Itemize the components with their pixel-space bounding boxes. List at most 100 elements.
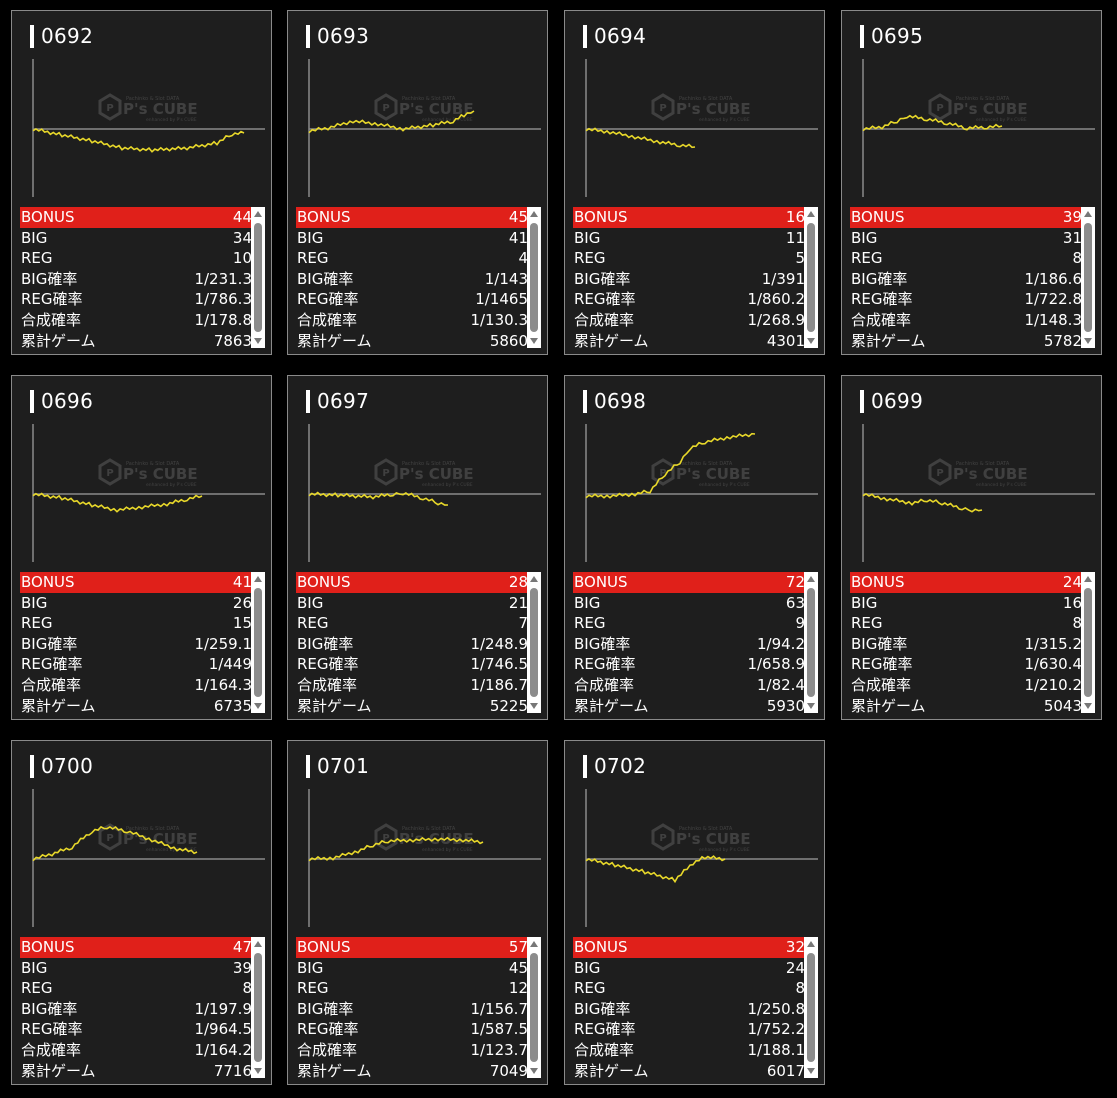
slump-graph: P P's CUBE Pachinko & Slot DATA enhanced… (308, 59, 541, 197)
stat-value: 1/630.4 (1024, 655, 1082, 674)
scroll-up-icon[interactable] (530, 576, 538, 582)
stat-row-reg-rate: REG確率 1/786.3 (20, 289, 254, 310)
scroll-thumb[interactable] (807, 223, 815, 332)
stat-value: 1/259.1 (194, 634, 252, 653)
machine-card[interactable]: 0692 P P's CUBE Pachinko & Slot DATA enh… (11, 10, 272, 355)
stat-value: 16 (1062, 593, 1082, 612)
stat-row-reg-rate: REG確率 1/964.5 (20, 1019, 254, 1040)
machine-card[interactable]: 0701 P P's CUBE Pachinko & Slot DATA enh… (287, 740, 548, 1085)
machine-card[interactable]: 0699 P P's CUBE Pachinko & Slot DATA enh… (841, 375, 1102, 720)
scroll-up-icon[interactable] (254, 211, 262, 217)
stats-scrollbar[interactable] (804, 207, 818, 348)
scroll-down-icon[interactable] (807, 703, 815, 709)
scroll-thumb[interactable] (254, 953, 262, 1062)
stat-label: BONUS (851, 573, 905, 591)
slump-graph: P P's CUBE Pachinko & Slot DATA enhanced… (585, 789, 818, 927)
machine-card[interactable]: 0696 P P's CUBE Pachinko & Slot DATA enh… (11, 375, 272, 720)
stat-value: 1/188.1 (747, 1040, 805, 1059)
machine-card[interactable]: 0700 P P's CUBE Pachinko & Slot DATA enh… (11, 740, 272, 1085)
stats-scrollbar[interactable] (251, 207, 265, 348)
scroll-down-icon[interactable] (1084, 338, 1092, 344)
stat-value: 1/449 (208, 655, 252, 674)
svg-text:P: P (659, 103, 666, 114)
stat-value: 1/210.2 (1024, 675, 1082, 694)
stat-row-combined-rate: 合成確率 1/164.2 (20, 1040, 254, 1061)
scroll-thumb[interactable] (254, 588, 262, 697)
svg-text:P: P (106, 103, 113, 114)
machine-card[interactable]: 0698 P P's CUBE Pachinko & Slot DATA enh… (564, 375, 825, 720)
scroll-down-icon[interactable] (254, 338, 262, 344)
stat-row-reg: REG 9 (573, 613, 807, 634)
stat-row-combined-rate: 合成確率 1/148.3 (850, 310, 1084, 331)
scroll-down-icon[interactable] (254, 1068, 262, 1074)
svg-text:P: P (106, 468, 113, 479)
stats-scrollbar[interactable] (251, 937, 265, 1078)
stats-scrollbar[interactable] (1081, 572, 1095, 713)
stats-scrollbar[interactable] (527, 572, 541, 713)
stats-scrollbar[interactable] (251, 572, 265, 713)
stat-label: REG (574, 249, 606, 268)
machine-card[interactable]: 0702 P P's CUBE Pachinko & Slot DATA enh… (564, 740, 825, 1085)
scroll-up-icon[interactable] (1084, 576, 1092, 582)
stats-scrollbar[interactable] (1081, 207, 1095, 348)
stat-label: REG確率 (297, 290, 359, 309)
scroll-up-icon[interactable] (807, 211, 815, 217)
scroll-down-icon[interactable] (254, 703, 262, 709)
slump-graph: P P's CUBE Pachinko & Slot DATA enhanced… (32, 59, 265, 197)
scroll-thumb[interactable] (530, 953, 538, 1062)
stats-scrollbar[interactable] (527, 937, 541, 1078)
stat-row-reg-rate: REG確率 1/630.4 (850, 654, 1084, 675)
stat-row-reg: REG 8 (850, 613, 1084, 634)
stat-label: REG (21, 614, 53, 633)
machine-card[interactable]: 0697 P P's CUBE Pachinko & Slot DATA enh… (287, 375, 548, 720)
stat-row-big: BIG 34 (20, 228, 254, 249)
machine-card[interactable]: 0694 P P's CUBE Pachinko & Slot DATA enh… (564, 10, 825, 355)
scroll-up-icon[interactable] (807, 941, 815, 947)
stat-value: 5225 (489, 696, 528, 715)
machine-card[interactable]: 0693 P P's CUBE Pachinko & Slot DATA enh… (287, 10, 548, 355)
scroll-down-icon[interactable] (530, 1068, 538, 1074)
stat-value: 1/156.7 (470, 999, 528, 1018)
stat-value: 39 (232, 958, 252, 977)
scroll-up-icon[interactable] (254, 576, 262, 582)
stat-value: 31 (1062, 228, 1082, 247)
scroll-down-icon[interactable] (807, 1068, 815, 1074)
stat-label: BIG (21, 593, 48, 612)
scroll-up-icon[interactable] (254, 941, 262, 947)
scroll-up-icon[interactable] (1084, 211, 1092, 217)
stat-label: 合成確率 (851, 675, 912, 694)
scroll-down-icon[interactable] (1084, 703, 1092, 709)
svg-text:P: P (106, 833, 113, 844)
stats-scrollbar[interactable] (527, 207, 541, 348)
scroll-up-icon[interactable] (530, 211, 538, 217)
stat-label: 合成確率 (574, 675, 635, 694)
scroll-thumb[interactable] (530, 588, 538, 697)
scroll-thumb[interactable] (1084, 223, 1092, 332)
stat-value: 1/860.2 (747, 290, 805, 309)
stat-value: 16 (785, 208, 805, 226)
slump-graph: P P's CUBE Pachinko & Slot DATA enhanced… (585, 424, 818, 562)
scroll-up-icon[interactable] (530, 941, 538, 947)
scroll-thumb[interactable] (254, 223, 262, 332)
scroll-down-icon[interactable] (530, 703, 538, 709)
stat-value: 1/268.9 (747, 310, 805, 329)
scroll-thumb[interactable] (530, 223, 538, 332)
stat-value: 1/391 (761, 269, 805, 288)
stat-label: REG確率 (574, 1020, 636, 1039)
stat-row-big: BIG 39 (20, 958, 254, 979)
scroll-down-icon[interactable] (530, 338, 538, 344)
stats-scrollbar[interactable] (804, 937, 818, 1078)
scroll-up-icon[interactable] (807, 576, 815, 582)
scroll-thumb[interactable] (807, 588, 815, 697)
machine-card[interactable]: 0695 P P's CUBE Pachinko & Slot DATA enh… (841, 10, 1102, 355)
machine-number: 0696 (41, 389, 94, 413)
scroll-thumb[interactable] (807, 953, 815, 1062)
stat-label: BIG (21, 958, 48, 977)
scroll-down-icon[interactable] (807, 338, 815, 344)
stats-scrollbar[interactable] (804, 572, 818, 713)
stat-label: BIG (851, 228, 878, 247)
stat-label: 合成確率 (574, 1040, 635, 1059)
stat-value: 11 (785, 228, 805, 247)
scroll-thumb[interactable] (1084, 588, 1092, 697)
stat-value: 1/658.9 (747, 655, 805, 674)
